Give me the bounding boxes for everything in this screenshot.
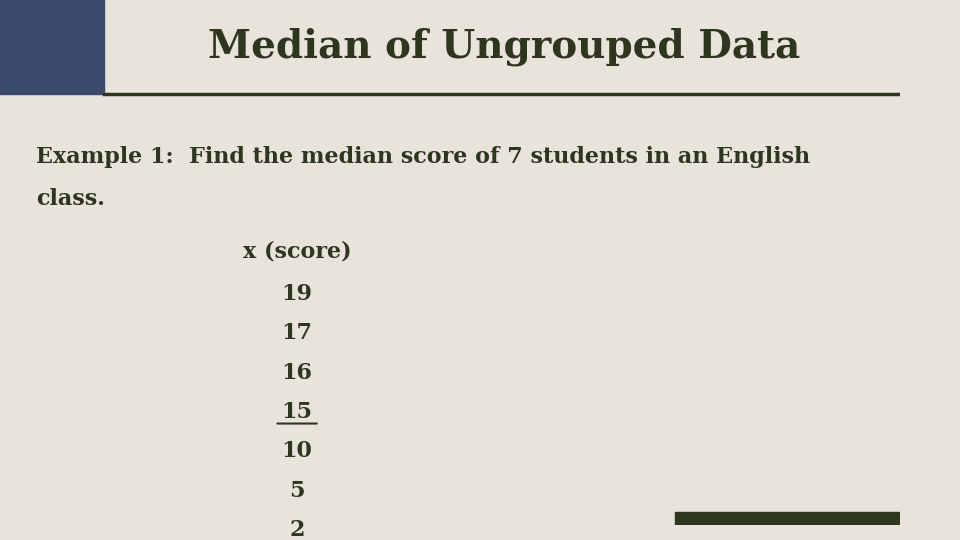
Text: x (score): x (score) <box>243 241 351 263</box>
Text: 2: 2 <box>289 519 304 540</box>
Text: 10: 10 <box>281 440 312 462</box>
Text: 16: 16 <box>281 362 313 383</box>
Text: Example 1:  Find the median score of 7 students in an English: Example 1: Find the median score of 7 st… <box>36 146 810 168</box>
Bar <box>675 512 900 525</box>
Text: Median of Ungrouped Data: Median of Ungrouped Data <box>208 28 801 66</box>
Text: 15: 15 <box>281 401 313 423</box>
Bar <box>0 0 104 94</box>
Text: 17: 17 <box>281 322 313 345</box>
Text: 5: 5 <box>289 480 304 502</box>
Text: 19: 19 <box>281 283 313 305</box>
Text: class.: class. <box>36 188 105 211</box>
